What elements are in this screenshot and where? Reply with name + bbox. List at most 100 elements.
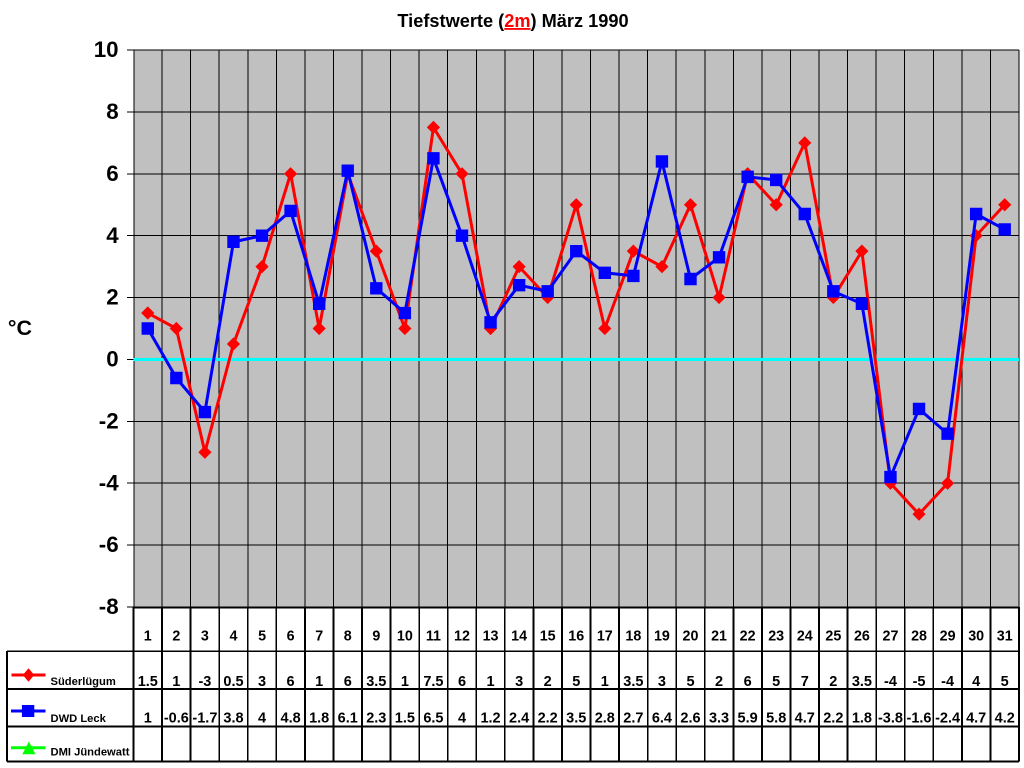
svg-text:-3: -3 xyxy=(198,674,211,690)
svg-text:3.3: 3.3 xyxy=(709,711,729,727)
svg-text:-4: -4 xyxy=(99,470,119,495)
svg-text:6: 6 xyxy=(744,674,752,690)
svg-text:21: 21 xyxy=(711,628,727,644)
svg-text:3.5: 3.5 xyxy=(366,674,386,690)
svg-text:18: 18 xyxy=(625,628,641,644)
svg-text:17: 17 xyxy=(597,628,613,644)
svg-text:12: 12 xyxy=(454,628,470,644)
svg-text:22: 22 xyxy=(740,628,756,644)
svg-text:4: 4 xyxy=(106,223,119,248)
svg-text:3: 3 xyxy=(258,674,266,690)
svg-text:5: 5 xyxy=(258,628,266,644)
svg-text:16: 16 xyxy=(568,628,584,644)
svg-text:26: 26 xyxy=(854,628,870,644)
svg-text:9: 9 xyxy=(372,628,380,644)
svg-text:-6: -6 xyxy=(99,532,119,557)
svg-text:Tiefstwerte (2m) März 1990: Tiefstwerte (2m) März 1990 xyxy=(397,11,628,31)
svg-text:-0.6: -0.6 xyxy=(164,711,189,727)
svg-text:2: 2 xyxy=(829,674,837,690)
svg-text:27: 27 xyxy=(883,628,899,644)
svg-text:31: 31 xyxy=(997,628,1013,644)
svg-text:6.1: 6.1 xyxy=(338,711,358,727)
svg-text:1: 1 xyxy=(315,674,323,690)
svg-text:4: 4 xyxy=(972,674,980,690)
svg-text:-5: -5 xyxy=(913,674,926,690)
svg-text:°C: °C xyxy=(8,316,32,340)
svg-text:2.4: 2.4 xyxy=(509,711,529,727)
svg-text:DMI Jündewatt: DMI Jündewatt xyxy=(51,747,130,759)
svg-text:6.4: 6.4 xyxy=(652,711,672,727)
svg-text:6: 6 xyxy=(106,161,118,186)
svg-text:30: 30 xyxy=(968,628,984,644)
svg-text:29: 29 xyxy=(940,628,956,644)
svg-text:20: 20 xyxy=(683,628,699,644)
svg-text:3: 3 xyxy=(658,674,666,690)
svg-text:1.2: 1.2 xyxy=(480,711,500,727)
svg-text:4: 4 xyxy=(258,711,266,727)
svg-text:4.8: 4.8 xyxy=(281,711,301,727)
svg-text:19: 19 xyxy=(654,628,670,644)
svg-text:DWD Leck: DWD Leck xyxy=(51,713,107,725)
svg-text:-2.4: -2.4 xyxy=(935,711,960,727)
svg-text:3: 3 xyxy=(201,628,209,644)
svg-text:1: 1 xyxy=(401,674,409,690)
svg-text:8: 8 xyxy=(106,99,118,124)
svg-text:28: 28 xyxy=(911,628,927,644)
svg-text:11: 11 xyxy=(426,628,441,644)
svg-text:1: 1 xyxy=(601,674,609,690)
svg-text:2.7: 2.7 xyxy=(623,711,643,727)
svg-text:0.5: 0.5 xyxy=(223,674,243,690)
svg-text:8: 8 xyxy=(344,628,352,644)
svg-text:Süderlügum: Süderlügum xyxy=(51,676,116,688)
svg-text:1.8: 1.8 xyxy=(852,711,872,727)
svg-text:5: 5 xyxy=(772,674,780,690)
svg-text:1: 1 xyxy=(144,711,152,727)
svg-text:-1.6: -1.6 xyxy=(907,711,932,727)
svg-text:10: 10 xyxy=(397,628,413,644)
svg-text:-3.8: -3.8 xyxy=(878,711,903,727)
svg-text:7: 7 xyxy=(315,628,323,644)
svg-text:3.5: 3.5 xyxy=(623,674,643,690)
svg-text:-4: -4 xyxy=(941,674,954,690)
svg-text:-2: -2 xyxy=(99,408,119,433)
svg-text:4.7: 4.7 xyxy=(966,711,986,727)
svg-text:25: 25 xyxy=(825,628,841,644)
svg-text:2: 2 xyxy=(172,628,180,644)
svg-text:5: 5 xyxy=(1001,674,1009,690)
svg-text:5: 5 xyxy=(686,674,694,690)
svg-text:1.8: 1.8 xyxy=(309,711,329,727)
svg-text:3.5: 3.5 xyxy=(852,674,872,690)
svg-text:3.5: 3.5 xyxy=(566,711,586,727)
svg-text:-4: -4 xyxy=(884,674,897,690)
svg-text:23: 23 xyxy=(768,628,784,644)
svg-text:24: 24 xyxy=(797,628,813,644)
svg-text:7: 7 xyxy=(801,674,809,690)
svg-text:5.8: 5.8 xyxy=(766,711,786,727)
svg-text:6: 6 xyxy=(458,674,466,690)
svg-text:5: 5 xyxy=(572,674,580,690)
svg-text:2.2: 2.2 xyxy=(538,711,558,727)
svg-text:2: 2 xyxy=(544,674,552,690)
svg-text:10: 10 xyxy=(94,37,119,62)
svg-text:1.5: 1.5 xyxy=(395,711,415,727)
svg-text:7.5: 7.5 xyxy=(423,674,443,690)
svg-text:2.8: 2.8 xyxy=(595,711,615,727)
svg-text:14: 14 xyxy=(511,628,527,644)
svg-text:2: 2 xyxy=(715,674,723,690)
svg-text:1: 1 xyxy=(144,628,152,644)
svg-text:4.2: 4.2 xyxy=(995,711,1015,727)
svg-text:-8: -8 xyxy=(99,594,119,619)
svg-text:5.9: 5.9 xyxy=(738,711,758,727)
svg-text:-1.7: -1.7 xyxy=(192,711,217,727)
svg-text:15: 15 xyxy=(540,628,556,644)
svg-text:4: 4 xyxy=(230,628,238,644)
svg-text:6: 6 xyxy=(344,674,352,690)
svg-text:6.5: 6.5 xyxy=(423,711,443,727)
svg-text:1: 1 xyxy=(487,674,495,690)
svg-text:6: 6 xyxy=(287,628,295,644)
svg-text:2: 2 xyxy=(106,285,118,310)
svg-text:6: 6 xyxy=(287,674,295,690)
svg-text:4: 4 xyxy=(458,711,466,727)
svg-text:2.2: 2.2 xyxy=(823,711,843,727)
svg-text:2.3: 2.3 xyxy=(366,711,386,727)
